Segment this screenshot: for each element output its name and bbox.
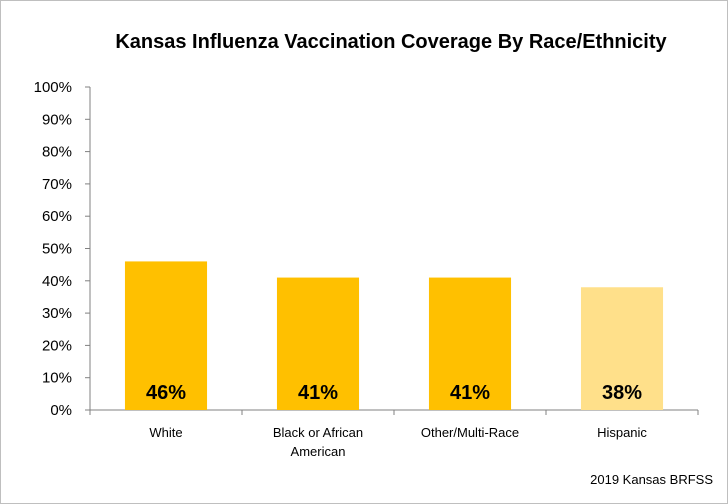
- y-tick-label: 20%: [42, 337, 72, 354]
- data-label: 46%: [146, 382, 186, 404]
- x-tick-label: Other/Multi-Race: [421, 425, 519, 440]
- y-tick-label: 50%: [42, 241, 72, 258]
- y-tick-label: 30%: [42, 305, 72, 322]
- bar: [124, 261, 208, 410]
- x-tick-label: Hispanic: [597, 425, 647, 440]
- y-tick-label: 70%: [42, 176, 72, 193]
- bars: [124, 261, 664, 410]
- data-labels: 46% 41% 41% 38%: [146, 382, 642, 404]
- y-tick-label: 90%: [42, 111, 72, 128]
- data-label: 41%: [298, 382, 338, 404]
- chart-title: Kansas Influenza Vaccination Coverage By…: [115, 31, 667, 53]
- bar: [428, 277, 512, 410]
- x-tick-label: Black or African: [273, 425, 363, 440]
- data-label: 41%: [450, 382, 490, 404]
- y-tick-label: 60%: [42, 208, 72, 225]
- y-tick-label: 0%: [50, 402, 72, 419]
- bar: [580, 287, 664, 410]
- x-axis: White Black or African American Other/Multi…: [89, 409, 699, 459]
- y-tick-label: 100%: [34, 79, 72, 96]
- y-tick-label: 80%: [42, 144, 72, 161]
- y-tick-label: 40%: [42, 273, 72, 290]
- x-tick-label: White: [149, 425, 182, 440]
- data-label: 38%: [602, 382, 642, 404]
- y-axis: 0% 10% 20% 30% 40% 50% 60% 70% 80% 90% 100%: [34, 79, 91, 419]
- bar: [276, 277, 360, 410]
- source-note: 2019 Kansas BRFSS: [590, 472, 713, 487]
- x-tick-label: American: [291, 444, 346, 459]
- y-tick-label: 10%: [42, 370, 72, 387]
